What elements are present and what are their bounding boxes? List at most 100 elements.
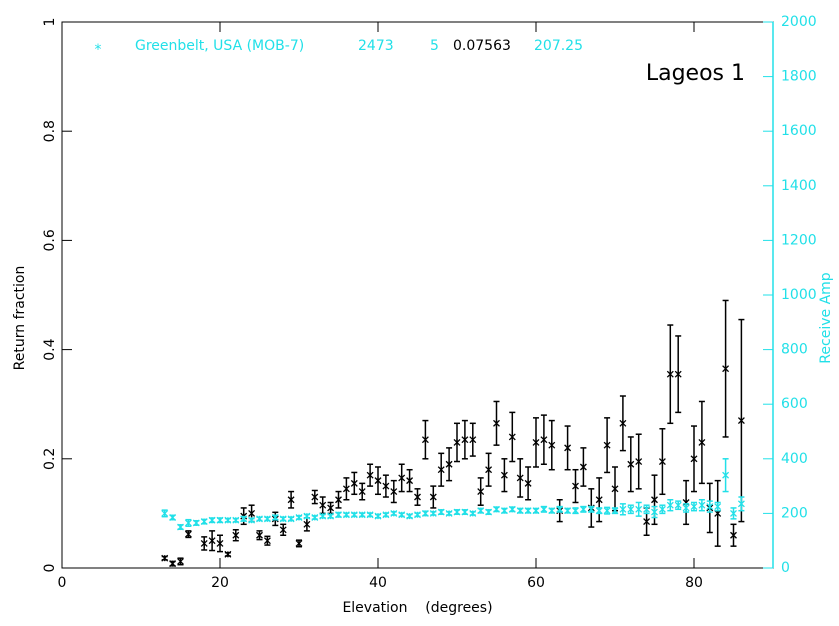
point [232, 516, 240, 524]
point [564, 444, 572, 452]
point [256, 515, 263, 523]
y-tick-label: 0.2 [42, 448, 58, 470]
point [524, 507, 532, 515]
header-station: Greenbelt, USA (MOB-7) [135, 38, 304, 54]
point [414, 511, 421, 519]
point [216, 516, 224, 524]
header-stat: 5 [430, 38, 439, 54]
point [635, 458, 643, 465]
y-tick-label: 0.6 [42, 229, 58, 251]
point [469, 436, 477, 444]
point [414, 493, 421, 501]
point [248, 516, 256, 524]
point [327, 512, 335, 520]
point [635, 505, 643, 513]
y2-tick-label: 800 [781, 342, 808, 358]
point [477, 488, 485, 496]
point [366, 511, 374, 519]
point [619, 419, 627, 427]
point [398, 474, 406, 482]
header-stat: 0.07563 [453, 38, 511, 54]
point [358, 488, 366, 496]
y2-tick-label: 200 [781, 505, 808, 521]
y-tick-label: 0.8 [42, 120, 58, 142]
point [493, 419, 500, 427]
point [611, 485, 619, 493]
point [730, 531, 737, 539]
x-tick-label: 20 [211, 575, 229, 591]
point [406, 477, 414, 485]
point [453, 508, 461, 516]
point [698, 501, 706, 509]
header-stat: 2473 [358, 38, 394, 54]
point [192, 519, 200, 527]
y2-tick-label: 1200 [781, 232, 817, 248]
x-axis-label: Elevation (degrees) [342, 600, 492, 616]
header-marker: * [95, 42, 102, 58]
x-tick-label: 60 [527, 575, 545, 591]
point [350, 479, 358, 487]
point [374, 512, 382, 520]
point [382, 511, 390, 519]
point [200, 518, 208, 526]
point [651, 508, 658, 516]
point [643, 505, 651, 513]
point [611, 507, 619, 515]
point [737, 500, 745, 508]
point [406, 512, 414, 520]
point [666, 370, 674, 378]
point [224, 516, 232, 524]
point [658, 505, 666, 513]
point [572, 482, 579, 490]
point [595, 507, 603, 515]
x-tick-label: 40 [369, 575, 387, 591]
y2-tick-label: 600 [781, 396, 808, 412]
point [737, 417, 745, 425]
point [398, 511, 406, 519]
point [682, 504, 690, 512]
point [224, 550, 232, 558]
point [295, 539, 303, 547]
point [556, 505, 564, 513]
point [382, 482, 390, 490]
point [311, 514, 319, 521]
point [350, 511, 358, 519]
y-tick-label: 1 [42, 18, 58, 27]
point [232, 531, 240, 539]
point [485, 466, 493, 474]
y2-axis-label: Receive Amp [818, 272, 834, 363]
point [437, 508, 445, 516]
y-axis-label: Return fraction [12, 266, 28, 371]
point [493, 505, 500, 513]
point [603, 441, 611, 449]
point [579, 505, 587, 513]
point [666, 501, 674, 509]
point [319, 501, 327, 509]
point [421, 509, 429, 517]
point [177, 557, 184, 565]
point [279, 515, 287, 523]
point [263, 515, 271, 523]
point [208, 537, 216, 545]
point [303, 520, 311, 528]
point [240, 515, 248, 523]
point [524, 479, 532, 487]
y-tick-label: 0.4 [42, 338, 58, 360]
point [722, 471, 730, 479]
point [184, 530, 192, 538]
point [161, 509, 169, 517]
point [421, 436, 429, 444]
y2-tick-label: 1400 [781, 178, 817, 194]
point [469, 509, 477, 517]
point [169, 514, 177, 521]
point [303, 512, 311, 520]
point [627, 505, 635, 513]
y2-tick-label: 2000 [781, 14, 817, 30]
point [327, 504, 335, 512]
point [287, 496, 295, 504]
point [508, 433, 516, 441]
point [658, 458, 666, 465]
point [366, 471, 374, 479]
y2-tick-label: 1600 [781, 123, 817, 139]
point [374, 477, 382, 485]
